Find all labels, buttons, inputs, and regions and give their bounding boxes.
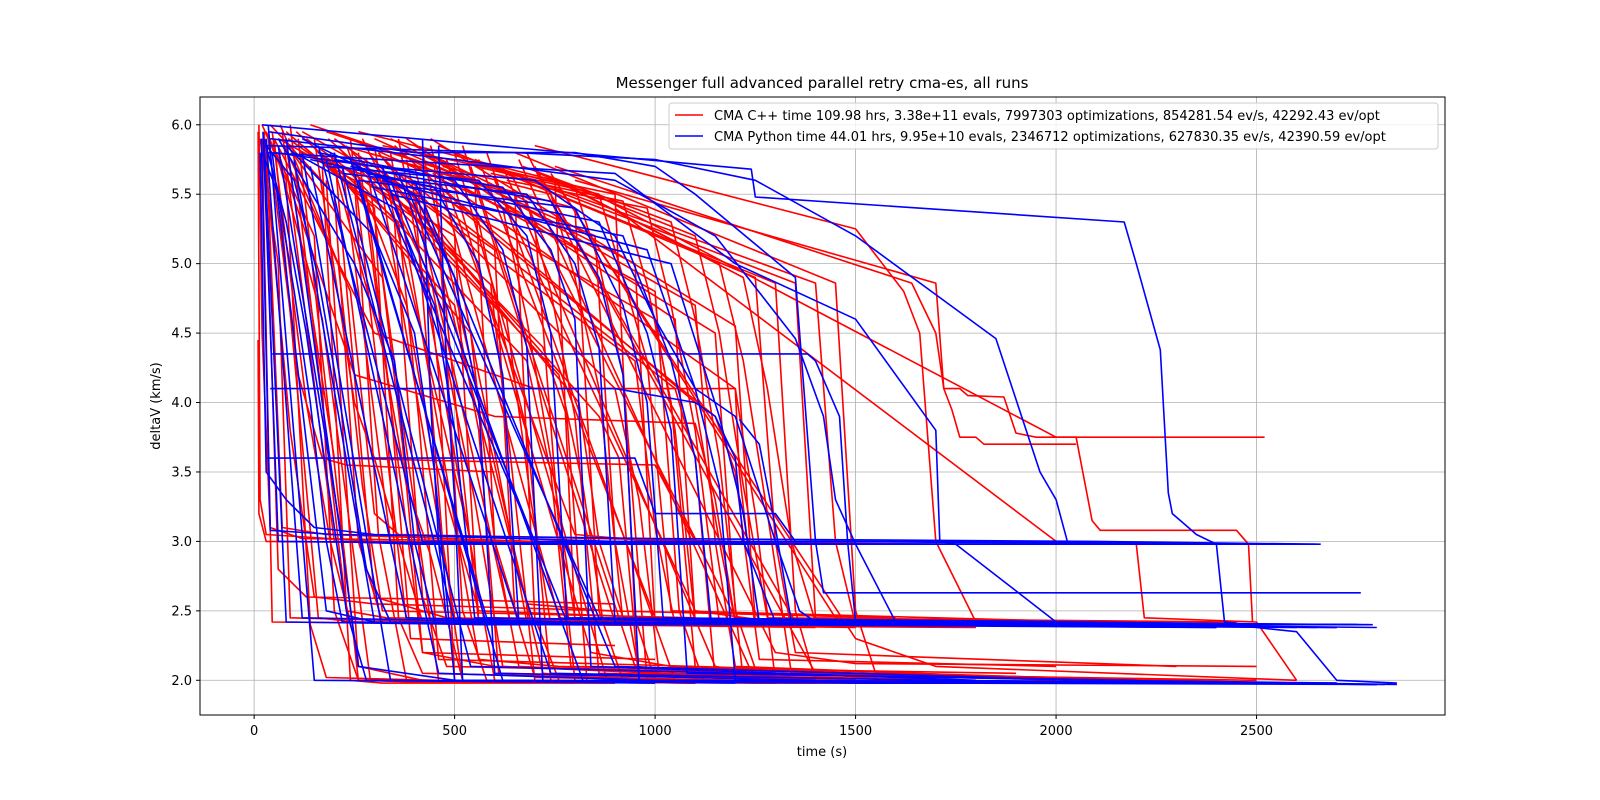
x-tick-label: 0 [250,724,258,739]
plot-frame [199,96,1446,716]
y-tick-label: 4.0 [171,396,192,411]
cpp-run-line [279,124,696,619]
python-run-line [421,138,856,626]
python-run-line [266,151,1337,626]
series-cpp [257,124,1298,684]
python-run-line [260,138,1317,545]
legend-box [668,102,1439,150]
y-tick-label: 4.5 [171,327,192,342]
cpp-run-line [554,179,1257,682]
python-run-line [413,179,1397,686]
cpp-run-line [494,165,1249,626]
legend-label-cpp: CMA C++ time 109.98 hrs, 3.38e+11 evals,… [714,109,1380,124]
series-python [259,124,1397,686]
python-run-line [358,179,1097,623]
cpp-run-line [614,207,1298,681]
y-tick-label: 5.5 [171,188,192,203]
cpp-run-line [474,158,1137,623]
python-run-line [263,138,656,684]
cpp-run-line [509,173,1237,626]
cpp-run-line [490,172,1137,682]
python-run-line [265,145,696,626]
python-run-line [437,145,896,684]
legend: CMA C++ time 109.98 hrs, 3.38e+11 evals,… [668,102,1439,150]
python-run-line [350,165,1057,684]
y-axis-label: deltaV (km/s) [149,362,164,449]
cpp-run-line [345,145,776,623]
python-run-line [264,144,1321,546]
python-run-line [738,418,1057,626]
cpp-run-line [594,193,1254,623]
cpp-run-line [321,166,615,684]
python-run-line [382,179,1217,684]
x-tick-label: 1500 [839,724,872,739]
python-run-line [268,130,1361,594]
python-run-line [373,173,1257,546]
cpp-run-line [558,186,1297,682]
y-tick-label: 3.0 [171,535,192,550]
y-tick-label: 2.0 [171,674,192,689]
cpp-run-line [554,165,1265,439]
series-lines [257,124,1397,686]
python-run-line [293,151,776,623]
y-tick-label: 3.5 [171,465,192,480]
cpp-run-line [526,152,1257,668]
python-run-line [342,172,1017,626]
legend-label-python: CMA Python time 44.01 hrs, 9.95e+10 eval… [714,130,1386,145]
python-run-line [334,158,976,682]
x-tick-label: 1000 [639,724,672,739]
cpp-run-line [574,179,1077,446]
python-run-line [366,172,1137,682]
cpp-run-line [538,172,1237,623]
cpp-run-line [357,152,776,675]
y-tick-label: 6.0 [171,118,192,133]
python-run-line [262,124,1373,626]
cpp-run-line [277,152,737,623]
x-tick-label: 500 [442,724,467,739]
x-axis-label: time (s) [797,745,847,760]
chart-title: Messenger full advanced parallel retry c… [616,74,1029,92]
python-run-line [272,353,1377,629]
python-run-line [326,165,936,623]
python-run-line [266,457,1297,545]
x-tick-label: 2500 [1240,724,1273,739]
axis-ticks: 0 500 1000 1500 2000 2500 2.0 2.5 3.0 3.5 4.0 4.5 5.… [171,118,1273,739]
y-tick-label: 5.0 [171,257,192,272]
y-tick-label: 2.5 [171,604,192,619]
cpp-run-line [432,172,1097,684]
x-tick-label: 2000 [1040,724,1073,739]
